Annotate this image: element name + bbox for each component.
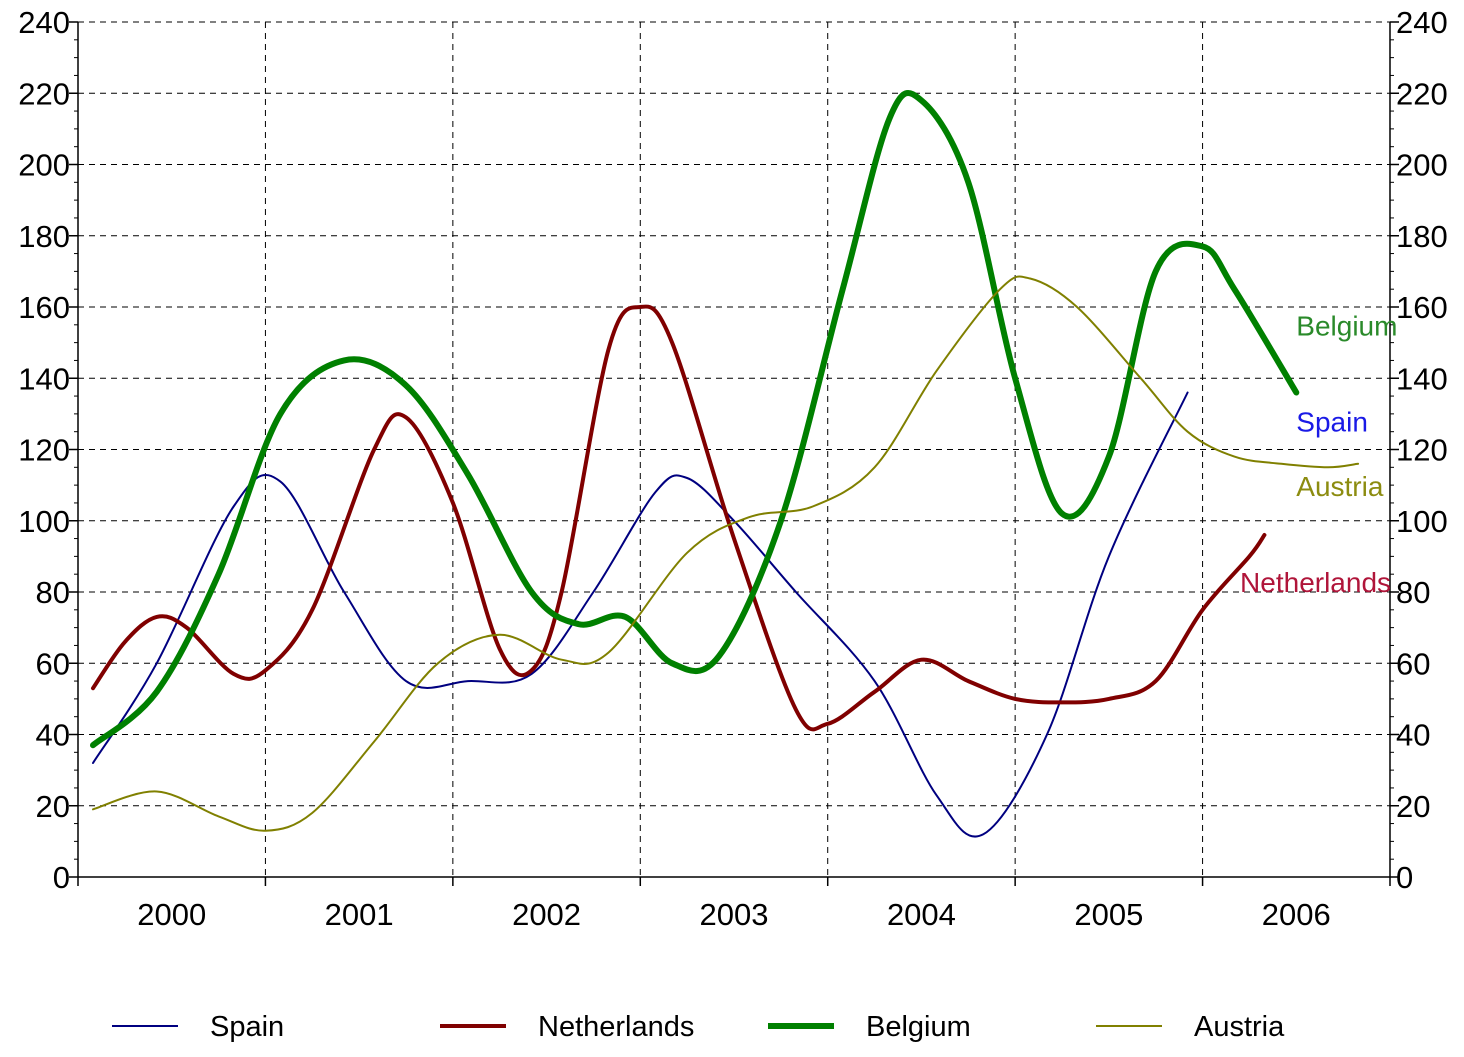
inline-label-spain: Spain bbox=[1296, 407, 1368, 438]
y-tick-label-left: 40 bbox=[36, 718, 70, 753]
x-tick-label: 2006 bbox=[1262, 897, 1331, 932]
y-tick-label-left: 80 bbox=[36, 575, 70, 610]
y-tick-label-left: 160 bbox=[18, 290, 70, 325]
y-tick-label-left: 220 bbox=[18, 76, 70, 111]
legend-label-belgium: Belgium bbox=[866, 1011, 971, 1043]
y-tick-label-right: 120 bbox=[1396, 433, 1448, 468]
y-tick-label-right: 160 bbox=[1396, 290, 1448, 325]
inline-label-netherlands: Netherlands bbox=[1240, 567, 1391, 598]
y-tick-label-left: 200 bbox=[18, 148, 70, 183]
inline-label-belgium: Belgium bbox=[1296, 311, 1397, 342]
x-tick-label: 2002 bbox=[512, 897, 581, 932]
y-tick-label-left: 240 bbox=[18, 5, 70, 40]
y-tick-label-left: 0 bbox=[53, 860, 70, 895]
series-line-netherlands bbox=[91, 304, 1267, 732]
x-tick-label: 2004 bbox=[887, 897, 956, 932]
y-tick-label-right: 80 bbox=[1396, 575, 1430, 610]
y-tick-label-right: 60 bbox=[1396, 646, 1430, 681]
x-tick-label: 2001 bbox=[325, 897, 394, 932]
series-line-belgium bbox=[90, 90, 1300, 749]
y-tick-label-left: 140 bbox=[18, 361, 70, 396]
y-tick-label-left: 20 bbox=[36, 789, 70, 824]
inline-label-austria: Austria bbox=[1296, 471, 1384, 502]
y-tick-label-right: 200 bbox=[1396, 148, 1448, 183]
y-tick-label-right: 100 bbox=[1396, 504, 1448, 539]
y-tick-label-left: 60 bbox=[36, 646, 70, 681]
y-tick-label-left: 120 bbox=[18, 433, 70, 468]
y-tick-label-right: 240 bbox=[1396, 5, 1448, 40]
x-tick-label: 2000 bbox=[137, 897, 206, 932]
series-line-spain bbox=[92, 391, 1189, 838]
axes: 0 0 20 20 40 40 60 60 80 80 100 100 120 120 140 140 160 1… bbox=[18, 5, 1447, 932]
legend-label-spain: Spain bbox=[210, 1011, 284, 1043]
y-tick-label-right: 220 bbox=[1396, 76, 1448, 111]
series-lines bbox=[90, 90, 1360, 838]
y-tick-label-right: 40 bbox=[1396, 718, 1430, 753]
legend-label-netherlands: Netherlands bbox=[538, 1011, 694, 1043]
y-tick-label-right: 140 bbox=[1396, 361, 1448, 396]
y-tick-label-left: 100 bbox=[18, 504, 70, 539]
legend: Spain Netherlands Belgium Austria bbox=[112, 1011, 1285, 1043]
x-tick-label: 2003 bbox=[700, 897, 769, 932]
inline-series-labels: Belgium Spain Austria Netherlands bbox=[1240, 311, 1397, 599]
legend-label-austria: Austria bbox=[1194, 1011, 1285, 1043]
y-tick-label-right: 180 bbox=[1396, 219, 1448, 254]
y-tick-label-left: 180 bbox=[18, 219, 70, 254]
gridlines bbox=[78, 21, 1390, 877]
x-tick-label: 2005 bbox=[1074, 897, 1143, 932]
y-tick-label-right: 20 bbox=[1396, 789, 1430, 824]
y-tick-label-right: 0 bbox=[1396, 860, 1413, 895]
series-line-austria bbox=[92, 275, 1360, 832]
